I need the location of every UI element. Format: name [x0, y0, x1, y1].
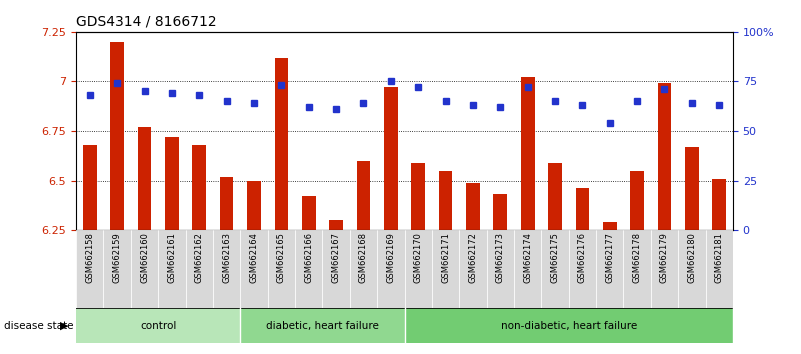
Bar [466, 183, 480, 230]
Text: GSM662162: GSM662162 [195, 233, 203, 283]
Bar [432, 230, 459, 308]
Bar [76, 308, 240, 343]
Bar [248, 181, 261, 230]
Text: GSM662163: GSM662163 [222, 233, 231, 284]
Bar [377, 230, 405, 308]
Bar [138, 127, 151, 230]
Bar [569, 230, 596, 308]
Bar [240, 230, 268, 308]
Text: GSM662177: GSM662177 [606, 233, 614, 284]
Bar [103, 230, 131, 308]
Bar [302, 196, 316, 230]
Bar [541, 230, 569, 308]
Text: GDS4314 / 8166712: GDS4314 / 8166712 [76, 14, 217, 28]
Bar [439, 171, 453, 230]
Text: GSM662174: GSM662174 [523, 233, 532, 283]
Bar [83, 145, 97, 230]
Text: GSM662171: GSM662171 [441, 233, 450, 283]
Bar [412, 163, 425, 230]
Bar [350, 230, 377, 308]
Text: GSM662158: GSM662158 [85, 233, 95, 283]
Text: GSM662175: GSM662175 [550, 233, 560, 283]
Text: GSM662181: GSM662181 [714, 233, 724, 283]
Text: control: control [140, 321, 176, 331]
Bar [268, 230, 295, 308]
Bar [630, 171, 644, 230]
Text: GSM662168: GSM662168 [359, 233, 368, 284]
Bar [576, 188, 590, 230]
Bar [76, 230, 103, 308]
Bar [548, 163, 562, 230]
Text: GSM662166: GSM662166 [304, 233, 313, 284]
Bar [487, 230, 514, 308]
Bar [514, 230, 541, 308]
Text: disease state: disease state [4, 321, 74, 331]
Text: GSM662172: GSM662172 [469, 233, 477, 283]
Bar [131, 230, 158, 308]
Bar [165, 137, 179, 230]
Bar [322, 230, 350, 308]
Bar [706, 230, 733, 308]
Text: GSM662176: GSM662176 [578, 233, 587, 284]
Text: GSM662159: GSM662159 [113, 233, 122, 283]
Bar [186, 230, 213, 308]
Text: diabetic, heart failure: diabetic, heart failure [266, 321, 379, 331]
Text: GSM662160: GSM662160 [140, 233, 149, 283]
Bar [650, 230, 678, 308]
Text: GSM662178: GSM662178 [633, 233, 642, 284]
Bar [356, 161, 370, 230]
Bar [596, 230, 623, 308]
Bar [158, 230, 186, 308]
Bar [712, 178, 726, 230]
Bar [405, 308, 733, 343]
Bar [275, 58, 288, 230]
Text: GSM662173: GSM662173 [496, 233, 505, 284]
Bar [213, 230, 240, 308]
Text: GSM662170: GSM662170 [413, 233, 423, 283]
Bar [295, 230, 322, 308]
Bar [623, 230, 650, 308]
Bar [658, 84, 671, 230]
Bar [521, 78, 534, 230]
Bar [678, 230, 706, 308]
Bar [685, 147, 698, 230]
Bar [384, 87, 397, 230]
Text: GSM662180: GSM662180 [687, 233, 696, 283]
Text: GSM662169: GSM662169 [386, 233, 396, 283]
Text: GSM662167: GSM662167 [332, 233, 340, 284]
Bar [405, 230, 432, 308]
Bar [111, 42, 124, 230]
Bar [493, 194, 507, 230]
Bar [219, 177, 233, 230]
Text: GSM662165: GSM662165 [277, 233, 286, 283]
Text: non-diabetic, heart failure: non-diabetic, heart failure [501, 321, 637, 331]
Bar [329, 220, 343, 230]
Text: ▶: ▶ [59, 321, 68, 331]
Bar [603, 222, 617, 230]
Text: GSM662164: GSM662164 [249, 233, 259, 283]
Text: GSM662179: GSM662179 [660, 233, 669, 283]
Bar [459, 230, 487, 308]
Bar [240, 308, 405, 343]
Bar [192, 145, 206, 230]
Text: GSM662161: GSM662161 [167, 233, 176, 283]
